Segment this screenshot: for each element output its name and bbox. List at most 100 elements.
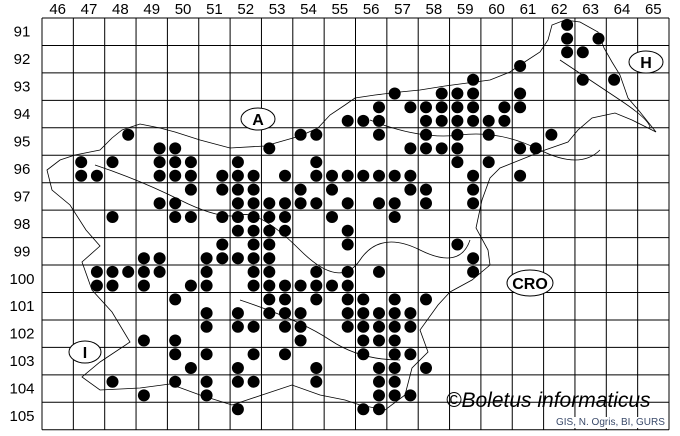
- record-dot: [153, 197, 166, 210]
- record-dot: [514, 60, 527, 72]
- record-dot: [169, 211, 182, 223]
- record-dot: [310, 362, 323, 374]
- record-dot: [373, 101, 385, 114]
- record-dot: [294, 128, 307, 141]
- record-dot: [122, 265, 135, 278]
- record-dot: [561, 18, 574, 31]
- record-dot: [279, 293, 291, 306]
- record-dot: [106, 375, 119, 388]
- record-dot: [357, 293, 370, 306]
- river: [369, 119, 601, 161]
- record-dot: [341, 320, 354, 333]
- record-dot: [279, 307, 291, 320]
- column-label: 46: [49, 1, 66, 18]
- record-dot: [310, 293, 323, 306]
- record-dot: [341, 238, 354, 251]
- record-dot: [231, 307, 244, 320]
- record-dot: [467, 197, 480, 210]
- record-dot: [341, 265, 354, 278]
- record-dot: [451, 114, 464, 127]
- column-label: 56: [363, 1, 380, 18]
- record-dot: [153, 142, 166, 155]
- record-dots: [75, 18, 621, 416]
- record-dot: [310, 279, 323, 292]
- label-a: A: [252, 112, 264, 129]
- record-dot: [153, 265, 166, 278]
- record-dot: [75, 156, 88, 169]
- record-dot: [482, 128, 495, 141]
- row-label: 96: [14, 161, 31, 178]
- record-dot: [184, 156, 197, 169]
- record-dot: [294, 334, 307, 347]
- record-dot: [576, 73, 589, 86]
- column-label: 57: [394, 1, 411, 18]
- record-dot: [388, 293, 401, 306]
- record-dot: [420, 128, 432, 141]
- record-dot: [279, 348, 291, 361]
- record-dot: [216, 252, 229, 265]
- record-dot: [576, 46, 589, 59]
- record-dot: [373, 320, 385, 333]
- record-dot: [263, 224, 276, 237]
- record-dot: [216, 169, 229, 182]
- record-dot: [247, 183, 260, 196]
- record-dot: [357, 334, 370, 347]
- record-dot: [137, 389, 150, 402]
- record-dot: [373, 197, 385, 210]
- record-dot: [153, 169, 166, 182]
- map-grid: [41, 17, 670, 431]
- record-dot: [279, 211, 291, 223]
- record-dot: [294, 307, 307, 320]
- record-dot: [341, 197, 354, 210]
- record-dot: [231, 320, 244, 333]
- row-labels: 91 92 93 94 95 96 97 98 99 100 101 102 103 104 105: [9, 24, 34, 425]
- record-dot: [310, 156, 323, 169]
- record-dot: [279, 169, 291, 182]
- record-dot: [561, 46, 574, 59]
- record-dot: [608, 73, 621, 86]
- record-dot: [231, 183, 244, 196]
- record-dot: [420, 114, 432, 127]
- record-dot: [561, 32, 574, 45]
- record-dot: [247, 197, 260, 210]
- record-dot: [373, 128, 385, 141]
- record-dot: [310, 169, 323, 182]
- record-dot: [247, 238, 260, 251]
- record-dot: [263, 238, 276, 251]
- record-dot: [169, 156, 182, 169]
- record-dot: [388, 375, 401, 388]
- record-dot: [326, 211, 338, 223]
- record-dot: [263, 279, 276, 292]
- column-label: 62: [551, 1, 568, 18]
- record-dot: [200, 375, 213, 388]
- record-dot: [388, 334, 401, 347]
- column-label: 47: [81, 1, 98, 18]
- record-dot: [388, 389, 401, 402]
- record-dot: [279, 320, 291, 333]
- record-dot: [404, 307, 417, 320]
- record-dot: [388, 87, 401, 100]
- record-dot: [357, 403, 370, 416]
- record-dot: [529, 142, 542, 155]
- record-dot: [106, 211, 119, 223]
- record-dot: [482, 156, 495, 169]
- record-dot: [75, 169, 88, 182]
- country-borders: [46, 19, 657, 411]
- record-dot: [341, 114, 354, 127]
- record-dot: [106, 279, 119, 292]
- row-label: 94: [14, 106, 31, 123]
- record-dot: [247, 252, 260, 265]
- row-label: 102: [9, 326, 34, 343]
- record-dot: [90, 279, 103, 292]
- record-dot: [373, 169, 385, 182]
- record-dot: [247, 211, 260, 223]
- column-label: 48: [112, 1, 129, 18]
- record-dot: [467, 252, 480, 265]
- row-label: 99: [14, 243, 31, 260]
- record-dot: [451, 128, 464, 141]
- record-dot: [373, 307, 385, 320]
- record-dot: [231, 224, 244, 237]
- record-dot: [310, 375, 323, 388]
- record-dot: [247, 348, 260, 361]
